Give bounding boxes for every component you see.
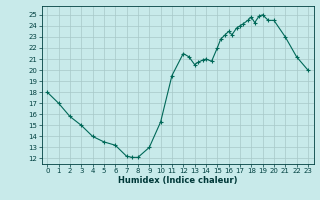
X-axis label: Humidex (Indice chaleur): Humidex (Indice chaleur) [118, 176, 237, 185]
